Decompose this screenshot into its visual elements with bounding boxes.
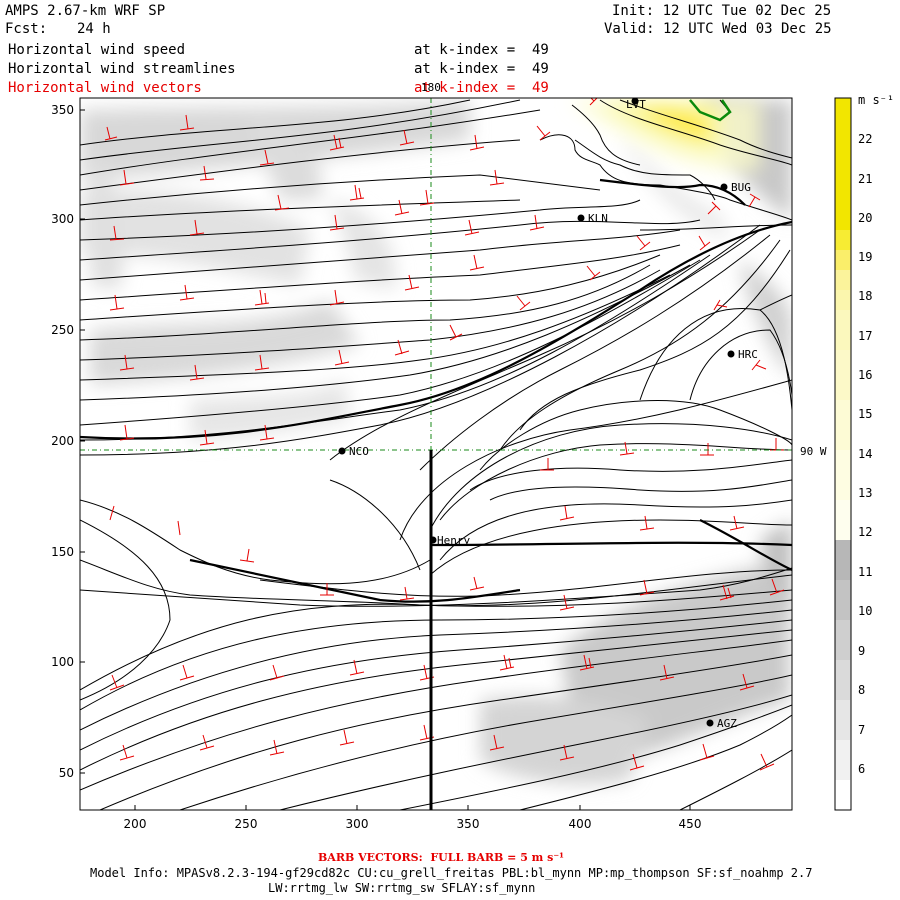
model-title: AMPS 2.67-km WRF SP [5, 3, 166, 19]
strong-streamlines [80, 178, 792, 603]
colorbar-label: 21 [858, 172, 872, 186]
station-label: Henry [437, 534, 470, 547]
x-tick-label: 400 [569, 817, 592, 831]
colorbar-label: 7 [858, 723, 865, 737]
station-marker [727, 350, 735, 358]
colorbar-label: 11 [858, 565, 872, 579]
map-frame [79, 97, 793, 811]
colorbar-unit: m s⁻¹ [858, 93, 894, 107]
x-tick-label: 200 [124, 817, 147, 831]
colorbar-label: 8 [858, 683, 865, 697]
colorbar-label: 9 [858, 644, 865, 658]
y-tick-label: 100 [51, 655, 74, 669]
field-3-name: Horizontal wind vectors [8, 80, 202, 96]
colorbar [834, 97, 852, 811]
field-3-level: at k-index = 49 [414, 80, 549, 96]
colorbar-label: 22 [858, 132, 872, 146]
init-time: Init: 12 UTC Tue 02 Dec 25 [612, 3, 832, 19]
station-marker [577, 214, 585, 222]
y-tick-label: 250 [51, 323, 74, 337]
y-tick-label: 200 [51, 434, 74, 448]
station-marker [338, 447, 346, 455]
forecast-hours: 24 h [77, 21, 111, 37]
colorbar-label: 15 [858, 407, 872, 421]
y-tick-label: 300 [51, 212, 74, 226]
x-tick-label: 350 [457, 817, 480, 831]
physics-info: LW:rrtmg_lw SW:rrtmg_sw SFLAY:sf_mynn [268, 881, 536, 895]
colorbar-label: 12 [858, 525, 872, 539]
model-info: Model Info: MPASv8.2.3-194-gf29cd82c CU:… [90, 866, 813, 880]
colorbar-label: 6 [858, 762, 865, 776]
forecast-label: Fcst: [5, 21, 48, 37]
y-tick-label: 150 [51, 545, 74, 559]
field-1-name: Horizontal wind speed [8, 42, 186, 58]
x-tick-label: 250 [235, 817, 258, 831]
map-area [80, 98, 792, 810]
station-marker [720, 183, 728, 191]
station-label: HRC [738, 348, 758, 361]
colorbar-label: 20 [858, 211, 872, 225]
terrain-contour [689, 99, 732, 122]
station-label: LVT [626, 98, 646, 111]
meridian-label: 180 [421, 81, 441, 94]
colorbar-labels: m s⁻¹ 22 21 20 19 18 17 16 15 14 13 12 1… [858, 93, 894, 776]
station-label: BUG [731, 181, 751, 194]
colorbar-label: 17 [858, 329, 872, 343]
colorbar-label: 18 [858, 289, 872, 303]
station-marker [631, 97, 639, 105]
field-2-name: Horizontal wind streamlines [8, 61, 236, 77]
valid-time: Valid: 12 UTC Wed 03 Dec 25 [604, 21, 832, 37]
y-tick-label: 50 [59, 766, 74, 780]
colorbar-label: 16 [858, 368, 872, 382]
field-2-level: at k-index = 49 [414, 61, 549, 77]
parallel-label: 90 W [800, 445, 827, 458]
coastlines [539, 99, 792, 221]
station-label: NCO [349, 445, 369, 458]
station-label: KLN [588, 212, 608, 225]
x-tick-label: 450 [679, 817, 702, 831]
y-tick-label: 350 [51, 103, 74, 117]
colorbar-label: 19 [858, 250, 872, 264]
station-marker [706, 719, 714, 727]
field-1-level: at k-index = 49 [414, 42, 549, 58]
colorbar-label: 10 [858, 604, 872, 618]
axis-ticks [80, 109, 691, 810]
barb-legend: BARB VECTORS: FULL BARB = 5 m s⁻¹ [318, 851, 564, 864]
x-tick-label: 300 [346, 817, 369, 831]
station-marker [429, 536, 437, 544]
colorbar-label: 13 [858, 486, 872, 500]
station-label: AGZ [717, 717, 737, 730]
colorbar-label: 14 [858, 447, 872, 461]
